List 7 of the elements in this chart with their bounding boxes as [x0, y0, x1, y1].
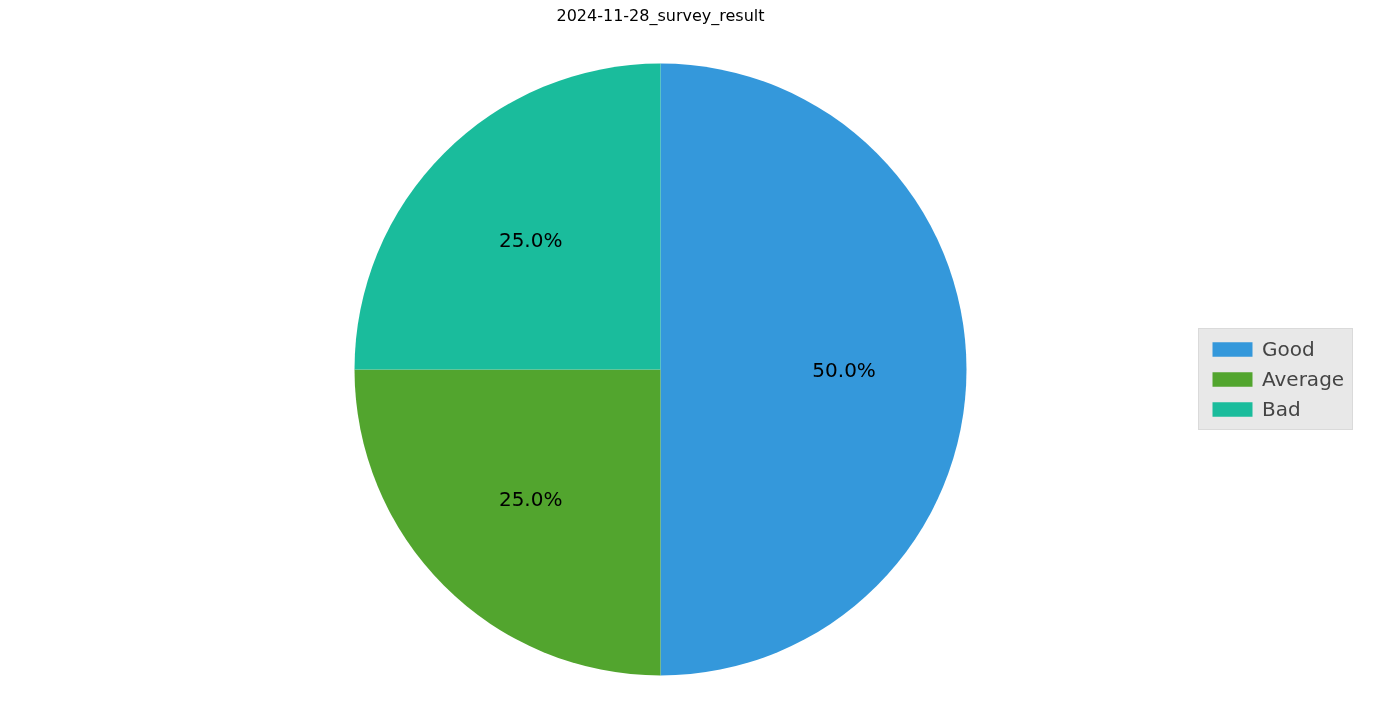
data-label: 25.0% [498, 487, 563, 512]
legend-label: Bad [1262, 397, 1301, 421]
data-label: 50.0% [812, 357, 876, 382]
data-label: 25.0% [498, 227, 563, 252]
legend-label: Average [1262, 367, 1345, 391]
chart-title: 2024-11-28_survey_result [556, 6, 765, 26]
legend-label: Good [1262, 337, 1315, 361]
